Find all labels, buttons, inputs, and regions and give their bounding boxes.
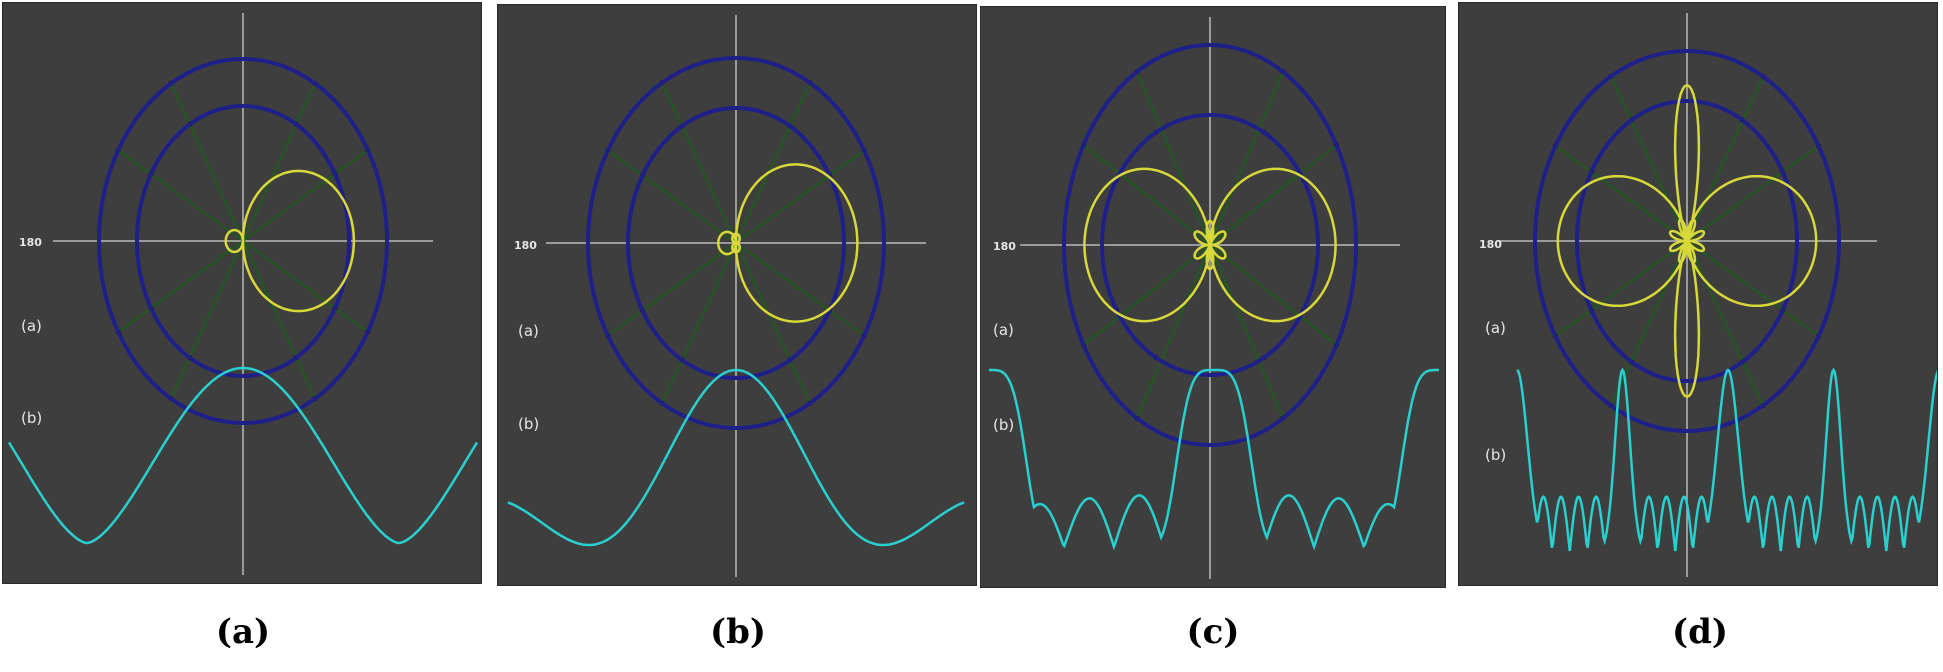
row-label-a: (a) (518, 322, 539, 340)
panel-c-graphic: 180 (a) (b) (989, 17, 1439, 579)
polar-spoke (242, 240, 369, 333)
polar-spoke (1686, 240, 1820, 337)
inner-ring (135, 104, 351, 378)
polar-spoke (1136, 244, 1211, 419)
polar-spoke (242, 149, 369, 242)
polar-spoke (1209, 71, 1284, 246)
row-label-a: (a) (993, 321, 1014, 339)
outer-ring (1533, 49, 1841, 433)
row-label-a: (a) (1485, 319, 1506, 337)
polar-spoke (607, 242, 737, 337)
polar-pattern-curve (1083, 167, 1337, 323)
polar-pattern-curve (1668, 218, 1706, 264)
inner-ring (1100, 113, 1320, 377)
outer-ring (97, 57, 389, 425)
polar-pattern-curve (224, 228, 245, 254)
response-curve (507, 368, 965, 547)
polar-pattern-curve (1556, 174, 1818, 308)
row-label-b: (b) (518, 415, 539, 433)
caption-b: (b) (710, 612, 766, 652)
angle-label-180: 180 (19, 236, 42, 249)
row-label-a: (a) (21, 317, 42, 335)
row-label-b: (b) (993, 416, 1014, 434)
polar-spoke (735, 242, 865, 337)
caption-c: (c) (1186, 612, 1240, 652)
polar-spoke (735, 82, 811, 244)
polar-spoke (1209, 244, 1284, 419)
polar-spoke (242, 82, 316, 242)
panel-b-graphic: 180 (a) (b) (507, 15, 965, 577)
polar-spoke (170, 240, 244, 400)
polar-spoke (735, 149, 865, 244)
response-curve (7, 366, 479, 545)
polar-pattern-curve (731, 232, 741, 255)
polar-spoke (1554, 240, 1688, 337)
polar-spoke (1136, 71, 1211, 246)
polar-spoke (1082, 144, 1211, 246)
polar-spoke (117, 149, 244, 242)
panel-c: 180 (a) (b) (980, 6, 1446, 588)
panel-b: 180 (a) (b) (497, 4, 977, 586)
panel-d: 180 (a) (b) (1458, 2, 1938, 586)
polar-spoke (1610, 76, 1688, 242)
row-label-b: (b) (1485, 446, 1506, 464)
inner-ring (1575, 99, 1799, 383)
angle-label-180: 180 (514, 239, 537, 252)
panel-d-graphic: 180 (a) (b) (1479, 13, 1937, 577)
panel-a-graphic: 180 (a) (b) (7, 13, 479, 575)
polar-spoke (1082, 244, 1211, 346)
polar-spoke (1554, 145, 1688, 242)
polar-spoke (170, 82, 244, 242)
polar-pattern-curve (716, 230, 738, 256)
response-curve (989, 368, 1439, 551)
polar-spoke (1209, 244, 1338, 346)
polar-spoke (607, 149, 737, 244)
polar-spoke (1686, 76, 1764, 242)
panel-a: 180 (a) (b) (2, 2, 482, 584)
angle-label-180: 180 (993, 240, 1016, 253)
inner-ring (626, 106, 846, 380)
polar-pattern-curve (1193, 219, 1227, 271)
polar-spoke (242, 240, 316, 400)
row-label-b: (b) (21, 409, 42, 427)
polar-spoke (661, 242, 737, 404)
outer-ring (1062, 43, 1358, 447)
polar-spoke (1686, 240, 1764, 406)
angle-label-180: 180 (1479, 238, 1502, 251)
polar-spoke (1209, 144, 1338, 246)
outer-ring (586, 56, 886, 430)
polar-spoke (117, 240, 244, 333)
polar-spoke (1686, 145, 1820, 242)
polar-spoke (735, 242, 811, 404)
caption-d: (d) (1672, 612, 1728, 652)
response-curve (1516, 367, 1937, 552)
caption-a: (a) (215, 612, 271, 652)
polar-spoke (661, 82, 737, 244)
